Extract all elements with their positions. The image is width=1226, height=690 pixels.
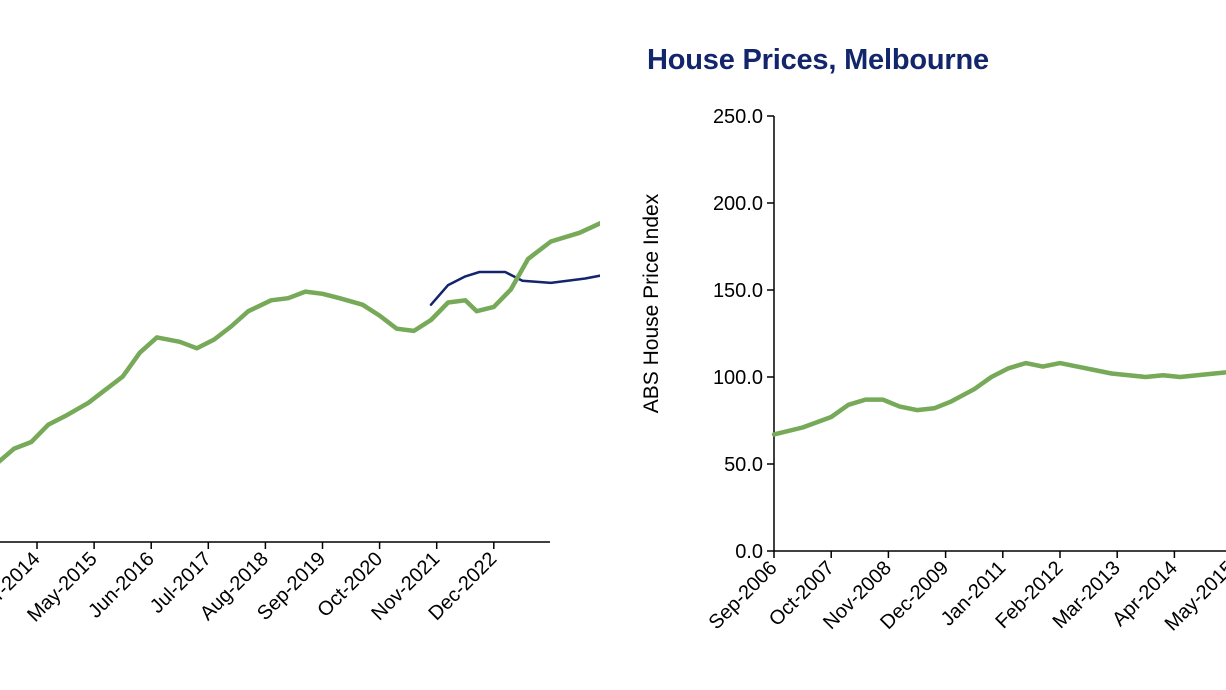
y-tick-label: 150.0 — [713, 280, 763, 302]
left-chart: Apr-2014May-2015Jun-2016Jul-2017Aug-2018… — [0, 220, 600, 626]
series-line — [429, 270, 600, 306]
series-line — [0, 220, 600, 464]
y-axis-title: ABS House Price Index — [640, 193, 663, 413]
right-chart: 0.050.0100.0150.0200.0250.0Sep-2006Oct-2… — [640, 106, 1226, 635]
left-chart-panel: Apr-2014 May-2015 Jun-2016 Jul-2017 Aug-2018… — [0, 0, 600, 690]
y-tick-label: 50.0 — [724, 454, 763, 476]
y-tick-label: 0.0 — [735, 541, 763, 563]
chart-title: House Prices, Melbourne — [647, 44, 989, 76]
right-chart-panel: House Prices, Melbourne 0.0 50.0 100.0 150.… — [600, 0, 1226, 690]
y-tick-label: 250.0 — [713, 106, 763, 128]
series-line — [771, 360, 1226, 437]
y-tick-label: 200.0 — [713, 193, 763, 215]
x-tick-label: Sep-2006 — [705, 557, 782, 634]
y-tick-label: 100.0 — [713, 367, 763, 389]
